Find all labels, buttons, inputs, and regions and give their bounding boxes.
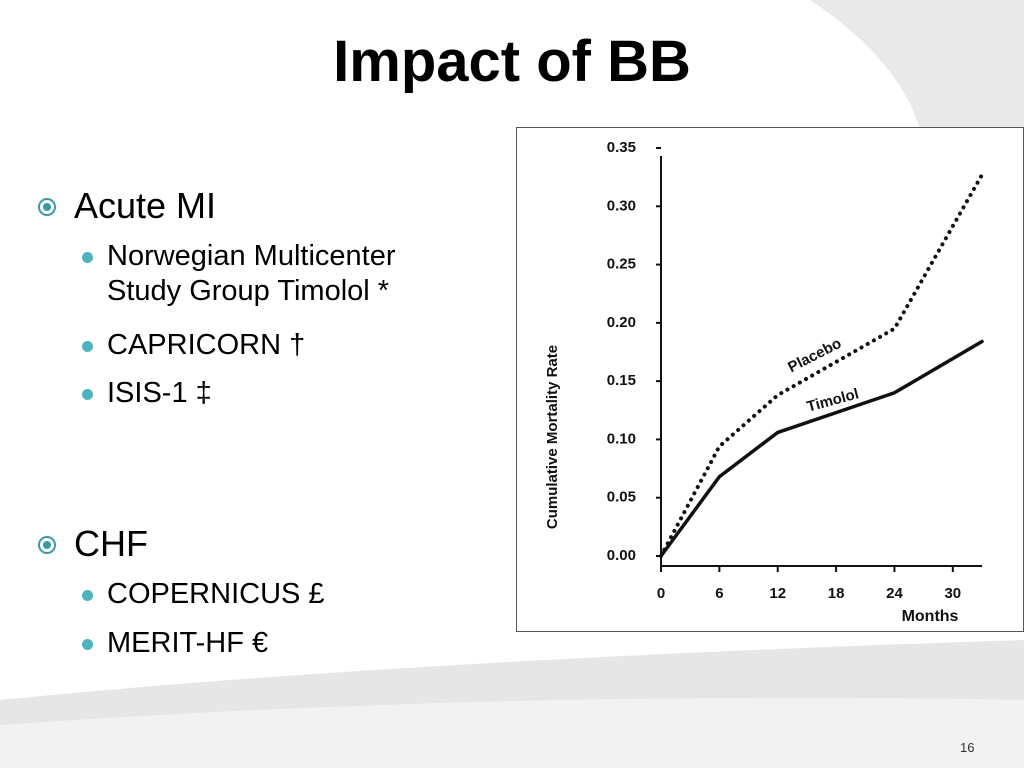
x-tick-label: 30 [944, 585, 961, 602]
list-item: MERIT-HF € [107, 627, 269, 659]
section-heading: CHF [74, 523, 148, 564]
x-tick-label: 18 [828, 585, 845, 602]
y-axis-title: Cumulative Mortality Rate [544, 345, 561, 529]
x-axis-title: Months [902, 608, 959, 625]
y-tick-label: 0.10 [607, 430, 636, 447]
bullet [82, 341, 93, 352]
chart-frame [516, 127, 1024, 632]
bullet [82, 590, 93, 601]
x-tick-label: 24 [886, 585, 903, 602]
y-tick-label: 0.25 [607, 256, 636, 273]
y-tick-label: 0.30 [607, 197, 636, 214]
page-number: 16 [960, 740, 975, 755]
section-heading: Acute MI [74, 185, 217, 226]
chart: Cumulative Mortality Rate Months 0.00 0.0… [516, 127, 1024, 632]
bullet [38, 198, 56, 216]
series-line [659, 339, 984, 558]
list-item: COPERNICUS £ [107, 578, 325, 610]
x-tick-label: 12 [769, 585, 786, 602]
bullet [38, 536, 56, 554]
bullet [82, 389, 93, 400]
swoosh [0, 697, 1024, 768]
list-item: CAPRICORN † [107, 329, 306, 361]
bullet [82, 252, 93, 263]
swoosh [810, 0, 1024, 130]
y-tick-label: 0.05 [607, 489, 636, 506]
y-tick-label: 0.00 [607, 547, 636, 564]
bullet [82, 639, 93, 650]
slide-title: Impact of BB [333, 29, 691, 94]
y-tick-label: 0.35 [607, 139, 636, 156]
list-item: ISIS-1 ‡ [107, 377, 212, 409]
y-tick-label: 0.20 [607, 314, 636, 331]
list-item: Norwegian Multicenter Study Group Timolo… [107, 240, 396, 307]
y-tick-label: 0.15 [607, 372, 636, 389]
x-tick-label: 0 [657, 585, 665, 602]
x-tick-label: 6 [715, 585, 723, 602]
